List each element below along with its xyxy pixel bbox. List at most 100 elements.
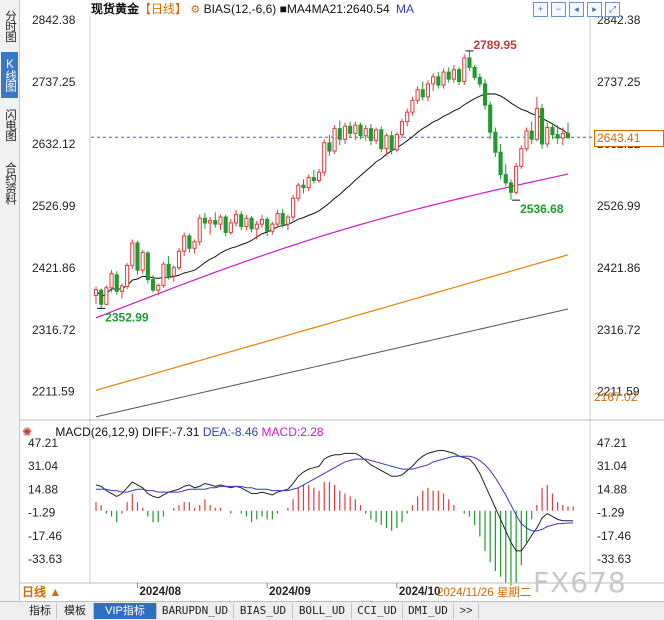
- next-icon[interactable]: ▸: [587, 2, 602, 17]
- candle-body: [332, 128, 337, 152]
- candle-body: [280, 213, 285, 225]
- candle-body: [410, 99, 415, 113]
- tab-dmi[interactable]: DMI_UD: [403, 603, 454, 619]
- candle-body: [389, 135, 394, 151]
- candle-body: [192, 241, 197, 249]
- candle-body: [228, 222, 233, 233]
- candle-body: [223, 216, 228, 233]
- y-tick-left: 2737.25: [32, 75, 76, 89]
- candle: [239, 211, 244, 231]
- indicator-tabbar: 指标 模板 VIP指标 BARUPDN_UD BIAS_UD BOLL_UD C…: [0, 601, 664, 620]
- candle-body: [244, 217, 249, 227]
- candle: [534, 96, 539, 142]
- candle-body: [394, 134, 399, 151]
- candle: [545, 122, 550, 148]
- tab-boll[interactable]: BOLL_UD: [293, 603, 352, 619]
- y-tick-left: 2211.59: [32, 385, 75, 399]
- candle-body: [353, 124, 358, 134]
- tab-indicator[interactable]: 指标: [24, 603, 57, 619]
- candle-body: [150, 279, 156, 291]
- candle: [425, 80, 431, 102]
- tab-vip-indicator[interactable]: VIP指标: [94, 603, 157, 619]
- candle-body: [99, 289, 104, 305]
- candle: [368, 123, 373, 146]
- prev-icon[interactable]: ◂: [569, 2, 584, 17]
- macd-tick-left: -17.46: [28, 529, 62, 543]
- candle-body: [457, 69, 462, 83]
- tab-kline[interactable]: K线图: [1, 52, 18, 98]
- candle: [560, 127, 565, 146]
- y-tick-right: 2421.86: [597, 261, 641, 275]
- cursor-date-label: 2024/11/26 星期二: [437, 587, 532, 599]
- macd-tick-right: -17.46: [597, 529, 631, 543]
- candle: [508, 179, 514, 200]
- candle-body: [213, 220, 218, 225]
- candle-body: [254, 223, 259, 230]
- ma-longest-line: [95, 308, 569, 418]
- candle-body: [182, 235, 187, 252]
- candle-body: [405, 111, 410, 123]
- settings-gear-icon[interactable]: ⚙: [190, 4, 201, 16]
- candle-body: [519, 148, 524, 167]
- candle: [291, 195, 296, 221]
- candle-body: [249, 217, 254, 230]
- candle-body: [239, 214, 244, 227]
- candle: [130, 239, 135, 269]
- candle-body: [545, 126, 550, 145]
- candle-body: [446, 71, 451, 80]
- tab-bias[interactable]: BIAS_UD: [234, 603, 293, 619]
- macd-tick-left: 47.21: [28, 436, 58, 450]
- candle-body: [119, 285, 124, 292]
- candle-body: [514, 165, 519, 193]
- candle-body: [135, 242, 140, 271]
- chart-header: 现货黄金【日线】 ⚙ BIAS(12,-6,6) ■MA4MA21:2640.5…: [91, 2, 414, 18]
- tab-cci[interactable]: CCI_UD: [352, 603, 403, 619]
- candle: [342, 122, 348, 144]
- cursor-date: 2024/11/26 星期二: [437, 584, 531, 600]
- candle: [218, 214, 223, 231]
- candle: [176, 248, 182, 271]
- candle-body: [451, 69, 456, 80]
- candle-body: [508, 182, 514, 193]
- candle: [223, 214, 228, 236]
- candle-body: [166, 263, 171, 277]
- candle-body: [348, 125, 353, 134]
- candle-body: [259, 218, 265, 225]
- fullscreen-icon[interactable]: ⤢: [605, 2, 620, 17]
- macd-tick-left: 14.88: [28, 482, 58, 496]
- tab-template[interactable]: 模板: [57, 603, 94, 619]
- candle-body: [104, 287, 109, 305]
- candle: [374, 127, 379, 144]
- current-price: 2643.41: [597, 131, 641, 145]
- candle-body: [301, 184, 306, 189]
- candle: [280, 208, 285, 228]
- candle: [104, 285, 109, 306]
- tab-contract-info[interactable]: 合约资料: [4, 162, 16, 204]
- candle-body: [156, 284, 161, 291]
- tab-barupdn[interactable]: BARUPDN_UD: [157, 603, 234, 619]
- candle: [140, 250, 145, 274]
- macd-settings-icon[interactable]: ✺: [22, 425, 33, 439]
- candle: [197, 214, 202, 246]
- candle-body: [109, 273, 114, 289]
- x-tick-label: 2024/08: [139, 586, 181, 598]
- candle-body: [379, 129, 384, 150]
- candle: [311, 169, 316, 184]
- candle: [332, 125, 337, 154]
- tab-more[interactable]: >>: [454, 603, 479, 619]
- ma-long-line: [95, 254, 569, 391]
- zoom-out-icon[interactable]: −: [551, 2, 566, 17]
- period-selector[interactable]: 日线 ▲: [22, 585, 62, 599]
- zoom-in-icon[interactable]: +: [533, 2, 548, 17]
- candle: [431, 73, 436, 91]
- sidebar: 分时图 K线图 闪电图 合约资料: [0, 0, 20, 601]
- candle-body: [125, 264, 130, 288]
- tab-timeshare[interactable]: 分时图: [4, 10, 16, 42]
- instrument-name: 现货黄金: [91, 2, 140, 16]
- x-tick-label: 2024/10: [399, 586, 441, 598]
- tab-lightning[interactable]: 闪电图: [4, 109, 16, 141]
- candle-body: [384, 135, 389, 150]
- macd-tick-right: -33.63: [597, 552, 631, 566]
- candle: [493, 127, 498, 157]
